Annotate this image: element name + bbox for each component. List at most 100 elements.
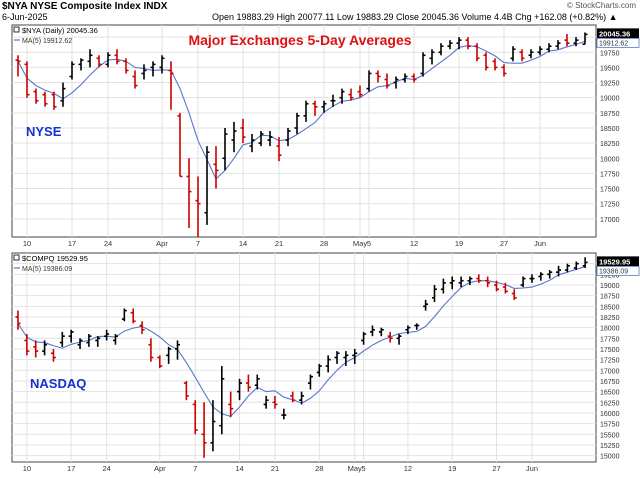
y-tick-label: 19750: [600, 50, 620, 57]
x-tick-label: 28: [315, 464, 323, 473]
ohlc-bar: [564, 34, 570, 47]
x-tick-label: 21: [271, 464, 279, 473]
ohlc-bar: [78, 58, 84, 71]
x-tick-label: 21: [275, 239, 283, 248]
ohlc-bar: [325, 355, 331, 373]
x-tick-label: 27: [492, 464, 500, 473]
y-tick-label: 16750: [600, 379, 620, 386]
ohlc-bar: [476, 274, 482, 283]
ohlc-bar: [195, 176, 201, 237]
chart-title: Major Exchanges 5-Day Averages: [188, 32, 411, 48]
ohlc-bar: [582, 32, 588, 46]
ohlc-bar: [177, 112, 183, 178]
ohlc-bar: [96, 55, 102, 68]
ohlc-bar: [483, 52, 489, 71]
ohlc-bar: [281, 408, 287, 420]
ohlc-bar: [245, 374, 251, 392]
ohlc-bar: [159, 55, 165, 74]
y-tick-label: 17250: [600, 202, 620, 209]
y-tick-label: 18750: [600, 294, 620, 301]
last-price-label: 19529.95: [599, 257, 630, 266]
x-tick-label: 7: [193, 464, 197, 473]
panel-label: NYSE: [26, 124, 62, 139]
ohlc-bar: [538, 272, 544, 281]
y-tick-label: 15500: [600, 432, 620, 439]
ohlc-bar: [77, 338, 83, 349]
ohlc-bar: [555, 40, 561, 50]
ohlc-bar: [150, 61, 156, 77]
ohlc-bar: [307, 374, 313, 390]
legend-price-swatch: [13, 254, 20, 261]
legend-ma: MA(5) 19912.62: [22, 38, 72, 45]
ohlc-bar: [393, 76, 399, 89]
ohlc-bar: [60, 82, 66, 107]
ohlc-bar: [50, 348, 56, 362]
ohlc-bar: [465, 37, 471, 50]
ohlc-bar: [449, 276, 455, 290]
watermark: © StockCharts.com: [566, 1, 636, 10]
ohlc-bar: [494, 280, 500, 292]
ohlc-bar: [343, 351, 349, 367]
ohlc-bar: [330, 94, 336, 107]
ohlc-bar: [222, 127, 228, 171]
ohlc-bar: [105, 52, 111, 68]
x-tick-label: 24: [104, 239, 112, 248]
ohlc-bar: [228, 391, 234, 418]
y-tick-label: 19500: [600, 65, 620, 72]
chart-header: $NYA NYSE Composite Index INDX 6-Jun-202…: [0, 0, 640, 24]
nyse-chart-panel: 17000 17250 17500 17750 18000 18250 18500 18750…: [11, 24, 640, 248]
ohlc-bar: [263, 395, 269, 409]
y-tick-label: 16500: [600, 390, 620, 397]
y-tick-label: 15250: [600, 443, 620, 450]
ohlc-bar: [68, 329, 74, 343]
ohlc-bar: [132, 70, 138, 89]
ohlc-bar: [33, 340, 39, 358]
x-tick-label: Jun: [526, 464, 538, 473]
ohlc-bar: [51, 91, 57, 110]
ohlc-bar: [294, 112, 300, 135]
y-tick-label: 16000: [600, 411, 620, 418]
last-price-label: 20045.36: [599, 29, 630, 38]
ohlc-bar: [267, 131, 273, 147]
x-tick-label: 12: [404, 464, 412, 473]
y-tick-label: 15750: [600, 422, 620, 429]
ohlc-bar: [556, 265, 562, 277]
x-tick-label: May: [348, 464, 362, 473]
y-tick-label: 19000: [600, 96, 620, 103]
panel-label: NASDAQ: [30, 376, 86, 391]
ohlc-bar: [166, 346, 172, 364]
ohlc-bar: [303, 100, 309, 122]
y-tick-label: 19000: [600, 283, 620, 290]
ohlc-bar: [467, 276, 473, 285]
ohlc-bar: [438, 43, 444, 56]
ohlc-bar: [369, 325, 375, 337]
legend-ma: MA(5) 19386.09: [22, 266, 72, 273]
chart-date: 6-Jun-2025: [2, 12, 48, 22]
ohlc-bar: [564, 263, 570, 273]
ohlc-bar: [387, 331, 393, 343]
ohlc-bar: [573, 261, 579, 271]
ohlc-bar: [15, 55, 21, 77]
y-tick-label: 18000: [600, 326, 620, 333]
ohlc-bar: [357, 85, 363, 98]
ohlc-bar: [361, 331, 367, 345]
ohlc-bar: [396, 334, 402, 345]
ohlc-bar: [254, 374, 260, 390]
x-tick-label: 27: [500, 239, 508, 248]
ohlc-bar: [366, 70, 372, 92]
y-tick-label: 17000: [600, 368, 620, 375]
ohlc-bar: [237, 378, 243, 401]
ohlc-bar: [69, 61, 75, 80]
ohlc-bar: [378, 327, 384, 337]
ohlc-bar: [510, 46, 516, 62]
ohlc-bar: [456, 37, 462, 50]
ohlc-bar: [502, 282, 508, 294]
legend-price: $NYA (Daily) 20045.36: [22, 26, 98, 35]
ohlc-bar: [114, 49, 120, 65]
ohlc-bar: [33, 88, 39, 104]
y-tick-label: 17750: [600, 336, 620, 343]
y-tick-label: 18250: [600, 315, 620, 322]
x-tick-label: 14: [239, 239, 247, 248]
ohlc-bar: [272, 395, 278, 409]
y-tick-label: 17250: [600, 358, 620, 365]
